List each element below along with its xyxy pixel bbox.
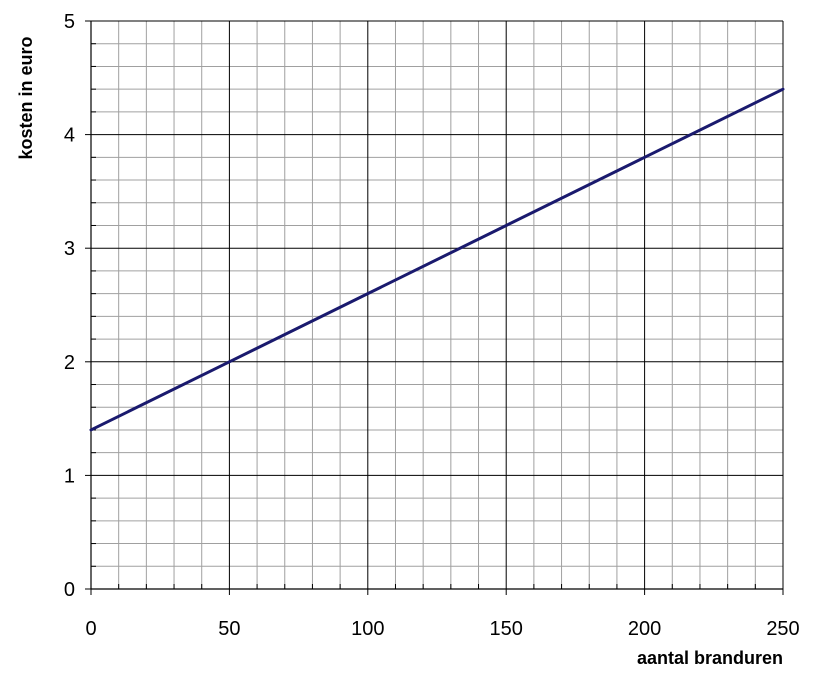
y-tick-label: 4 <box>64 125 75 147</box>
y-tick-labels: 0 1 2 3 4 5 <box>64 11 75 601</box>
y-tick-label: 5 <box>64 11 75 33</box>
x-tick-label: 150 <box>490 618 523 640</box>
major-grid <box>90 20 784 590</box>
x-tick-label: 100 <box>351 618 384 640</box>
x-tick-labels: 0 50 100 150 200 250 <box>85 618 799 640</box>
x-tick-label: 0 <box>85 618 96 640</box>
x-tick-label: 50 <box>218 618 240 640</box>
series-layer <box>89 87 785 432</box>
series-line <box>89 87 785 432</box>
y-tick-label: 3 <box>64 238 75 260</box>
x-tick-label: 200 <box>628 618 661 640</box>
y-axis-title: kosten in euro <box>16 36 36 159</box>
x-axis-title: aantal branduren <box>637 648 783 668</box>
x-tick-label: 250 <box>766 618 799 640</box>
minor-grid <box>91 21 783 589</box>
y-tick-label: 2 <box>64 352 75 374</box>
y-tick-label: 0 <box>64 579 75 601</box>
axes <box>85 20 784 595</box>
y-tick-label: 1 <box>64 465 75 487</box>
